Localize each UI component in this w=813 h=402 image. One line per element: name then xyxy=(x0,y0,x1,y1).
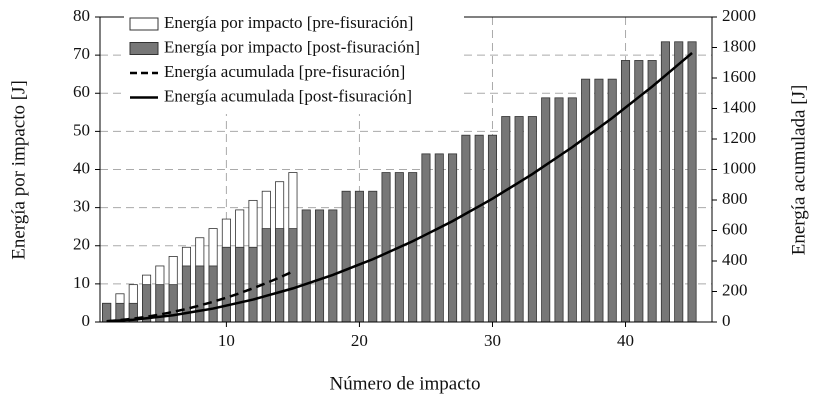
bar xyxy=(487,134,498,323)
legend-swatch xyxy=(129,42,159,55)
y2-tick-label: 800 xyxy=(722,189,748,208)
y2-tick-label: 1600 xyxy=(722,67,756,86)
bar xyxy=(421,153,431,323)
legend-label: Energía por impacto [post-fisuración] xyxy=(164,37,420,56)
y-tick-label: 70 xyxy=(73,44,90,63)
y2-tick-label: 1800 xyxy=(722,36,756,55)
bar xyxy=(527,116,537,323)
bar xyxy=(354,190,364,323)
x-tick-label: 30 xyxy=(484,331,501,350)
x-tick-label: 20 xyxy=(351,331,368,350)
legend-label: Energía acumulada [pre-fisuración] xyxy=(164,62,405,81)
bar xyxy=(567,97,577,323)
legend-label: Energía acumulada [post-fisuración] xyxy=(164,86,412,105)
bar xyxy=(248,246,258,323)
bar xyxy=(408,172,418,323)
y2-tick-label: 600 xyxy=(722,219,748,238)
y-tick-label: 10 xyxy=(73,273,90,292)
x-tick-label: 40 xyxy=(617,331,634,350)
y2-tick-label: 0 xyxy=(722,311,731,330)
y-tick-label: 0 xyxy=(82,311,91,330)
x-tick-label: 10 xyxy=(218,331,235,350)
bar xyxy=(301,209,311,323)
bar xyxy=(221,246,231,323)
bar xyxy=(381,172,391,323)
bar xyxy=(102,302,112,323)
bar xyxy=(461,134,471,323)
line xyxy=(106,52,693,323)
bar xyxy=(448,153,458,323)
bar xyxy=(647,60,657,323)
bar xyxy=(195,265,205,323)
bar xyxy=(660,41,670,323)
legend-swatch xyxy=(129,17,159,31)
y2-tick-label: 400 xyxy=(722,250,748,269)
y2-tick-label: 2000 xyxy=(722,6,756,25)
bar xyxy=(208,265,218,323)
bar xyxy=(434,153,444,323)
bar xyxy=(288,228,298,323)
y2-tick-label: 200 xyxy=(722,280,748,299)
bar xyxy=(474,134,484,323)
bar xyxy=(235,246,245,323)
bar xyxy=(620,60,631,323)
bar xyxy=(328,209,338,323)
y-tick-label: 80 xyxy=(73,6,90,25)
bar xyxy=(501,116,511,323)
bar xyxy=(541,97,551,323)
legend-background xyxy=(124,14,464,114)
bar xyxy=(687,41,697,323)
y-tick-label: 30 xyxy=(73,197,90,216)
legend-label: Energía por impacto [pre-fisuración] xyxy=(164,13,413,32)
y-tick-label: 50 xyxy=(73,120,90,139)
y2-tick-label: 1000 xyxy=(722,158,756,177)
y-tick-label: 40 xyxy=(73,158,90,177)
y-tick-label: 60 xyxy=(73,82,90,101)
y-tick-label: 20 xyxy=(73,235,90,254)
bar xyxy=(594,78,604,323)
bar xyxy=(581,78,591,323)
y2-tick-label: 1400 xyxy=(722,97,756,116)
y2-axis-label: Energía acumulada [J] xyxy=(788,85,809,256)
x-axis-label: Número de impacto xyxy=(330,373,481,394)
bar xyxy=(261,228,271,323)
bar xyxy=(341,190,351,323)
y2-tick-label: 1200 xyxy=(722,128,756,147)
bar xyxy=(554,97,564,323)
bar xyxy=(514,116,524,323)
y-axis-label: Energía por impacto [J] xyxy=(8,80,29,260)
bar xyxy=(674,41,684,323)
bar xyxy=(314,209,325,323)
